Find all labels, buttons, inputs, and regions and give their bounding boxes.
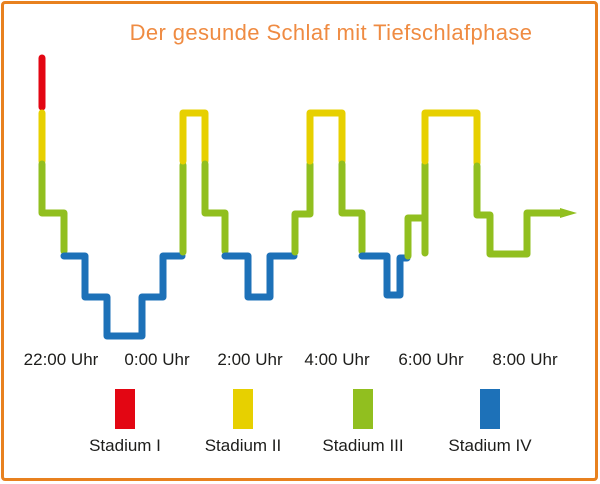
sleep-line-segment-stadium-IV bbox=[221, 252, 298, 301]
sleep-line-segment-stadium-III bbox=[404, 214, 428, 260]
legend-swatch-green bbox=[353, 389, 373, 429]
legend-label: Stadium II bbox=[204, 436, 282, 455]
x-tick-0-00: 0:00 Uhr bbox=[124, 350, 190, 369]
sleep-line-segment-stadium-III bbox=[201, 160, 229, 255]
legend-swatch-yellow bbox=[233, 389, 253, 429]
chart-title: Der gesunde Schlaf mit Tiefschlafphase bbox=[129, 20, 533, 45]
legend-label: Stadium IV bbox=[448, 436, 532, 455]
legend-swatch-blue bbox=[480, 389, 500, 429]
legend-label: Stadium I bbox=[89, 436, 161, 455]
sleep-line-segment-stadium-IV bbox=[60, 252, 186, 340]
sleep-line-segment-stadium-IV bbox=[358, 252, 411, 299]
x-tick-6-00: 6:00 Uhr bbox=[398, 350, 464, 369]
sleep-line-segment-stadium-II bbox=[306, 109, 346, 165]
sleep-line-segment-stadium-II bbox=[421, 109, 481, 167]
legend-item-stadium-4: Stadium IV bbox=[420, 389, 560, 456]
legend-label: Stadium III bbox=[322, 436, 404, 455]
x-tick-2-00: 2:00 Uhr bbox=[217, 350, 283, 369]
x-tick-4-00: 4:00 Uhr bbox=[304, 350, 370, 369]
sleep-line-segment-stadium-III bbox=[38, 160, 68, 255]
x-tick-8-00: 8:00 Uhr bbox=[492, 350, 558, 369]
legend-swatch-red bbox=[115, 389, 135, 429]
x-tick-22-00: 22:00 Uhr bbox=[23, 350, 99, 369]
line-end-arrow-tip bbox=[560, 208, 577, 218]
legend-item-stadium-2: Stadium II bbox=[173, 389, 313, 456]
legend-item-stadium-1: Stadium I bbox=[55, 389, 195, 456]
legend-item-stadium-3: Stadium III bbox=[293, 389, 433, 456]
sleep-line-segment-stadium-II bbox=[179, 109, 209, 165]
sleep-line-segment-stadium-III bbox=[473, 162, 567, 258]
sleep-line-segment-stadium-III bbox=[291, 160, 314, 256]
sleep-line-segment-stadium-III bbox=[338, 160, 366, 255]
